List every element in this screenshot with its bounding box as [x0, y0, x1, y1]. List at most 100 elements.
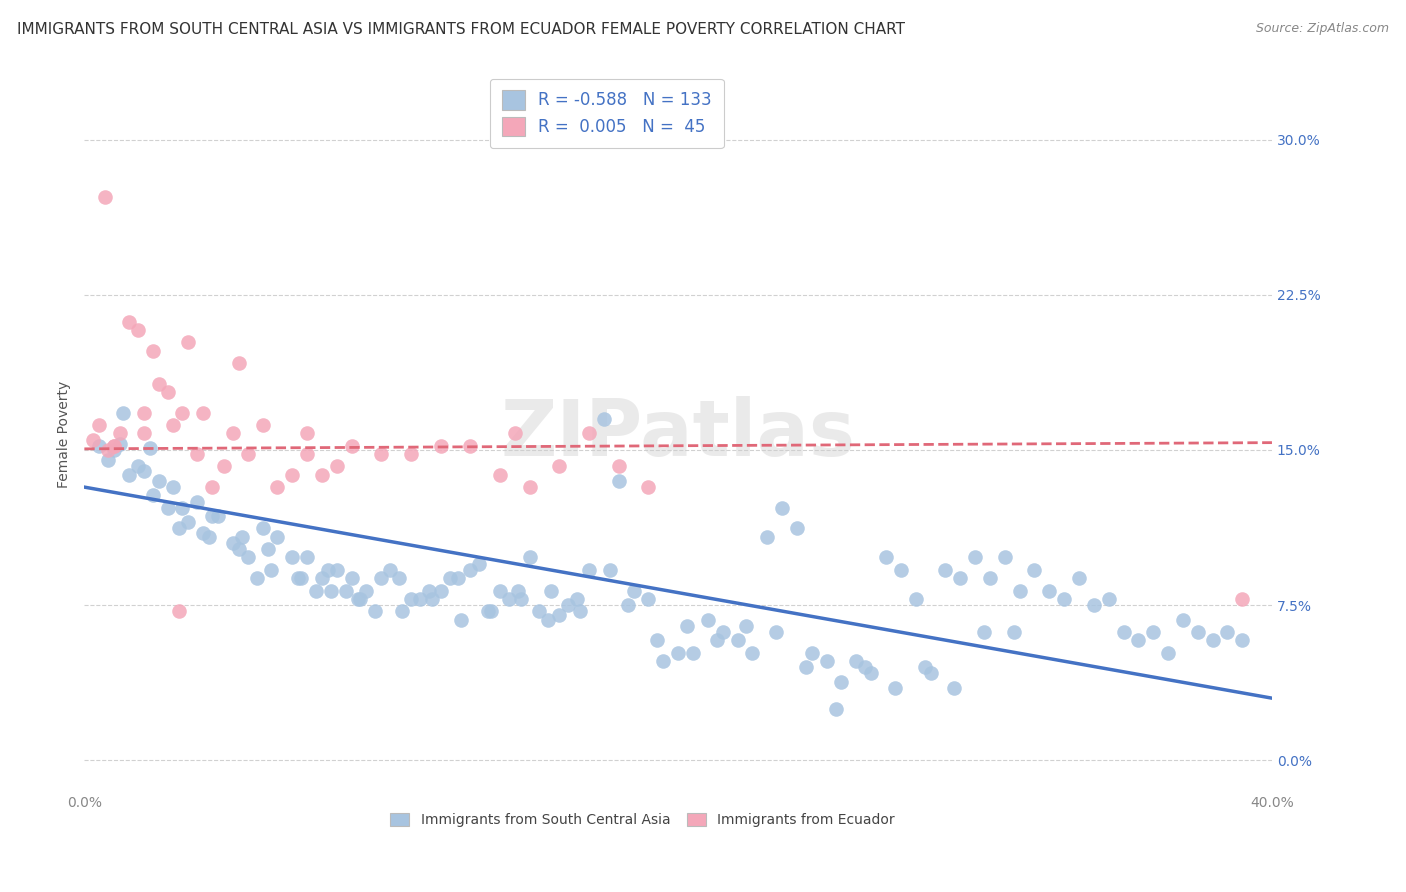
Point: [770, 500, 793, 515]
Point: [295, 447, 318, 461]
Text: ZIPatlas: ZIPatlas: [501, 396, 856, 473]
Point: [943, 681, 966, 695]
Point: [111, 406, 134, 420]
Point: [156, 384, 179, 399]
Point: [103, 439, 125, 453]
Text: IMMIGRANTS FROM SOUTH CENTRAL ASIA VS IMMIGRANTS FROM ECUADOR FEMALE POVERTY COR: IMMIGRANTS FROM SOUTH CENTRAL ASIA VS IM…: [17, 22, 905, 37]
Point: [647, 633, 669, 648]
Point: [138, 441, 160, 455]
Point: [266, 530, 288, 544]
Point: [800, 646, 823, 660]
Point: [509, 591, 531, 606]
Point: [1112, 624, 1135, 639]
Point: [540, 583, 562, 598]
Point: [364, 604, 387, 618]
Point: [231, 530, 253, 544]
Point: [765, 624, 787, 639]
Point: [142, 488, 165, 502]
Point: [578, 426, 600, 441]
Point: [399, 591, 422, 606]
Point: [335, 583, 357, 598]
Point: [607, 474, 630, 488]
Point: [536, 613, 558, 627]
Point: [1142, 624, 1164, 639]
Point: [257, 542, 280, 557]
Point: [548, 608, 571, 623]
Point: [82, 433, 104, 447]
Point: [186, 447, 208, 461]
Point: [295, 426, 318, 441]
Point: [169, 604, 191, 618]
Point: [177, 335, 200, 350]
Point: [1053, 591, 1076, 606]
Point: [479, 604, 502, 618]
Point: [399, 447, 422, 461]
Point: [186, 494, 208, 508]
Point: [1171, 613, 1194, 627]
Point: [845, 654, 868, 668]
Point: [429, 583, 451, 598]
Point: [569, 604, 592, 618]
Point: [198, 530, 221, 544]
Point: [418, 583, 440, 598]
Point: [356, 583, 378, 598]
Point: [266, 480, 288, 494]
Point: [388, 571, 411, 585]
Point: [305, 583, 328, 598]
Point: [326, 459, 349, 474]
Point: [489, 467, 512, 482]
Point: [1232, 633, 1254, 648]
Legend: Immigrants from South Central Asia, Immigrants from Ecuador: Immigrants from South Central Asia, Immi…: [382, 806, 903, 834]
Point: [236, 550, 259, 565]
Point: [132, 464, 155, 478]
Point: [567, 591, 589, 606]
Point: [489, 583, 512, 598]
Point: [498, 591, 520, 606]
Point: [201, 509, 224, 524]
Point: [860, 666, 883, 681]
Point: [1201, 633, 1223, 648]
Point: [287, 571, 309, 585]
Point: [191, 406, 214, 420]
Point: [207, 509, 229, 524]
Point: [519, 550, 541, 565]
Point: [593, 412, 616, 426]
Point: [127, 323, 149, 337]
Point: [228, 356, 250, 370]
Point: [450, 613, 472, 627]
Point: [89, 418, 111, 433]
Point: [148, 474, 170, 488]
Point: [319, 583, 342, 598]
Point: [756, 530, 779, 544]
Point: [557, 598, 579, 612]
Point: [148, 376, 170, 391]
Point: [162, 418, 184, 433]
Point: [794, 660, 817, 674]
Point: [676, 619, 699, 633]
Point: [191, 525, 214, 540]
Point: [132, 406, 155, 420]
Point: [340, 439, 363, 453]
Point: [236, 447, 259, 461]
Point: [682, 646, 704, 660]
Point: [1067, 571, 1090, 585]
Point: [380, 563, 402, 577]
Point: [460, 439, 482, 453]
Point: [599, 563, 621, 577]
Point: [815, 654, 838, 668]
Point: [346, 591, 368, 606]
Point: [118, 467, 141, 482]
Point: [623, 583, 645, 598]
Point: [222, 536, 245, 550]
Point: [1024, 563, 1046, 577]
Point: [118, 315, 141, 329]
Point: [316, 563, 339, 577]
Point: [409, 591, 432, 606]
Point: [616, 598, 638, 612]
Point: [477, 604, 499, 618]
Point: [281, 467, 304, 482]
Point: [142, 343, 165, 358]
Point: [281, 550, 304, 565]
Point: [830, 674, 852, 689]
Point: [1232, 591, 1254, 606]
